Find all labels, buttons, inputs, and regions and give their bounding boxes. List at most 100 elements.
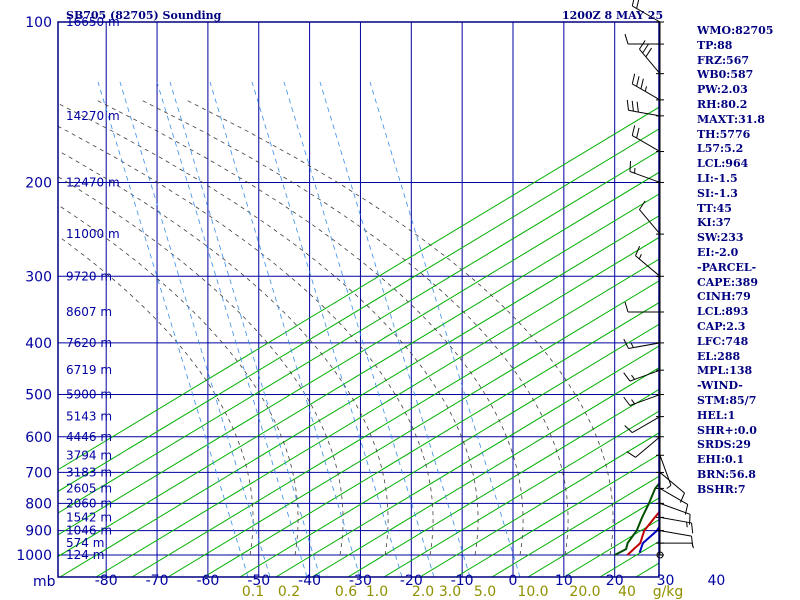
thermo-lines-layer bbox=[58, 81, 659, 577]
dry-adiabat-line bbox=[167, 280, 659, 577]
temperature-tick-label: -70 bbox=[146, 573, 169, 589]
temperature-tick-label: 0 bbox=[509, 573, 518, 589]
mixing-ratio-label: 10.0 bbox=[517, 584, 548, 600]
dry-adiabat-line bbox=[59, 215, 659, 577]
wind-barb-half bbox=[691, 542, 694, 549]
index-item: TT:45 bbox=[697, 201, 732, 215]
pressure-tick-label: 900 bbox=[25, 524, 52, 540]
wind-barb-shaft bbox=[628, 109, 661, 117]
wind-barb-full bbox=[636, 76, 640, 87]
wind-barb-half bbox=[666, 484, 672, 489]
mixing-ratio-line bbox=[119, 81, 271, 577]
index-item: WB0:587 bbox=[697, 68, 754, 82]
height-label: 14270 m bbox=[66, 109, 120, 123]
wind-barb-shaft bbox=[639, 209, 661, 235]
wind-barb-full bbox=[631, 73, 636, 85]
wind-barb-half bbox=[644, 86, 647, 92]
index-item: HEL:1 bbox=[697, 408, 736, 422]
moist-adiabat-line bbox=[95, 99, 524, 556]
index-item: SRDS:29 bbox=[697, 438, 751, 452]
index-item: LI:-1.5 bbox=[697, 171, 738, 185]
pressure-tick-label: 100 bbox=[25, 15, 52, 31]
height-label: 9720 m bbox=[66, 269, 112, 283]
index-item: PW:2.03 bbox=[697, 83, 748, 97]
index-item: FRZ:567 bbox=[697, 53, 750, 67]
mixing-ratio-label: 1.0 bbox=[366, 584, 388, 600]
mixing-ratio-line bbox=[209, 81, 361, 577]
temperature-tick-label: -80 bbox=[95, 573, 118, 589]
height-label: 6719 m bbox=[66, 363, 112, 377]
index-item: LCL:893 bbox=[697, 305, 749, 319]
index-item: SI:-1.3 bbox=[697, 186, 738, 200]
temperature-tick-label: 10 bbox=[555, 573, 573, 589]
height-label: 3183 m bbox=[66, 465, 112, 479]
wind-barb-shaft bbox=[632, 135, 661, 152]
dry-adiabat-line bbox=[131, 258, 659, 577]
pressure-tick-label: 800 bbox=[25, 496, 52, 512]
wind-barb-full bbox=[631, 100, 634, 112]
mixing-ratio-line bbox=[369, 81, 521, 577]
height-label: 574 m bbox=[66, 536, 104, 550]
dry-adiabat-line bbox=[58, 171, 659, 536]
dry-adiabat-line bbox=[419, 432, 659, 577]
wind-barb-full bbox=[623, 372, 631, 382]
moist-adiabat-line bbox=[58, 150, 389, 556]
wind-barb-half bbox=[686, 522, 688, 528]
dry-adiabat-line bbox=[58, 150, 659, 514]
plot-border bbox=[57, 21, 660, 578]
height-label: 5900 m bbox=[66, 388, 112, 402]
wind-barb-shaft bbox=[632, 83, 661, 101]
temperature-tick-label: -30 bbox=[349, 573, 372, 589]
wind-barb-full bbox=[631, 125, 636, 136]
mixing-ratio-line bbox=[169, 81, 321, 577]
index-item: EHI:0.1 bbox=[697, 453, 745, 467]
index-item: CINH:79 bbox=[697, 290, 751, 304]
index-item: LCL:964 bbox=[697, 157, 749, 171]
moist-adiabat-line bbox=[185, 99, 614, 556]
temperature-tick-label: 40 bbox=[707, 573, 725, 589]
height-label: 7620 m bbox=[66, 336, 112, 350]
index-item: CAPE:389 bbox=[697, 275, 758, 289]
index-item: TH:5776 bbox=[697, 127, 751, 141]
wind-barb-full bbox=[645, 47, 653, 58]
pressure-tick-label: 1000 bbox=[16, 548, 52, 564]
pressure-tick-label: 200 bbox=[25, 175, 52, 191]
height-label: 4446 m bbox=[66, 430, 112, 444]
wind-barb-full bbox=[642, 43, 649, 54]
temperature-trace-line bbox=[626, 510, 659, 556]
wind-barb-full bbox=[631, 0, 635, 7]
dry-adiabat-line bbox=[311, 367, 659, 577]
wind-barb-layer bbox=[623, 0, 694, 559]
moist-adiabat-line bbox=[58, 176, 344, 556]
index-item: TP:88 bbox=[697, 38, 733, 52]
wind-barb-full bbox=[629, 161, 632, 172]
pressure-tick-label: 400 bbox=[25, 336, 52, 352]
temperature-tick-label: 20 bbox=[606, 573, 624, 589]
moist-adiabat-line bbox=[58, 235, 254, 556]
wind-barb-shaft bbox=[628, 342, 661, 349]
wind-barb-shaft bbox=[659, 516, 692, 524]
wind-barb-half bbox=[631, 399, 636, 405]
wind-barb-half bbox=[631, 374, 636, 380]
index-item: SW:233 bbox=[697, 231, 744, 245]
wind-barb-full bbox=[626, 451, 636, 458]
mixing-ratio-label: 0.2 bbox=[278, 584, 300, 600]
index-item: EI:-2.0 bbox=[697, 245, 739, 259]
index-item: LFC:748 bbox=[697, 334, 749, 348]
wind-barb-full bbox=[624, 425, 633, 433]
index-item: EL:288 bbox=[697, 349, 741, 363]
dry-adiabat-line bbox=[95, 236, 659, 577]
index-item: SHR+:0.0 bbox=[697, 423, 757, 437]
wind-barb-full bbox=[623, 338, 629, 349]
wind-barb-shaft bbox=[629, 171, 661, 183]
wind-barb-shaft bbox=[659, 487, 688, 505]
mixing-ratio-line bbox=[97, 81, 249, 577]
wind-barb-half bbox=[630, 342, 634, 348]
mixing-ratio-label: 0.6 bbox=[335, 584, 357, 600]
height-label: 1542 m bbox=[66, 510, 112, 524]
wind-barb-shaft bbox=[629, 394, 661, 406]
mixing-ratio-label: 0.1 bbox=[242, 584, 264, 600]
pressure-tick-label: 600 bbox=[25, 430, 52, 446]
sounding-title: SB705 (82705) Sounding bbox=[66, 9, 222, 22]
